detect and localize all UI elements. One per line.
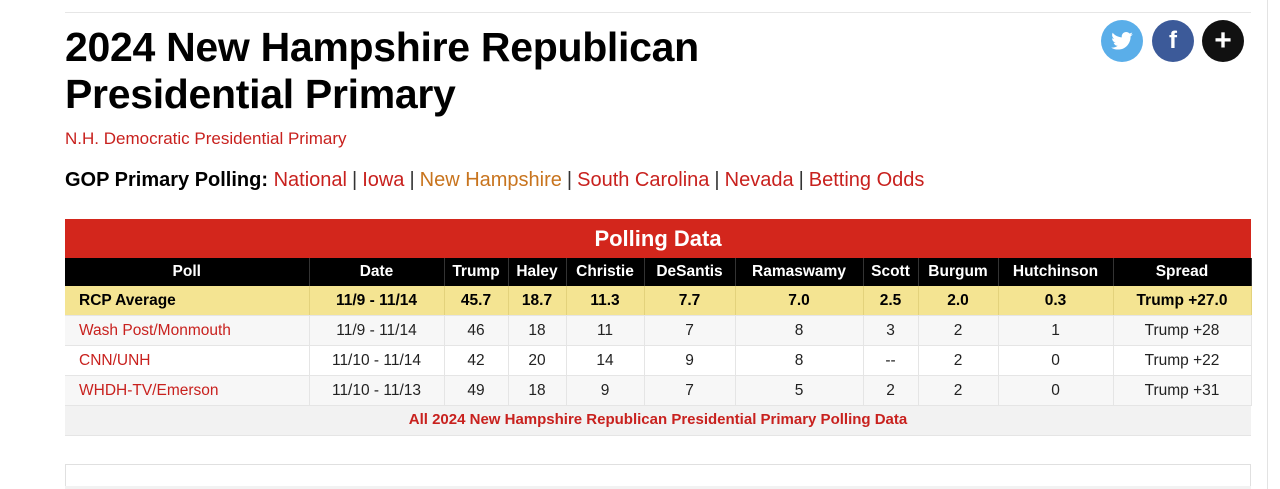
table-cell: 8 xyxy=(735,345,864,376)
table-cell-date: 11/10 - 11/13 xyxy=(309,375,445,406)
table-cell: -- xyxy=(863,345,919,376)
table-cell: 2 xyxy=(918,375,999,406)
table-cell: 7 xyxy=(644,315,736,346)
table-cell: 18 xyxy=(508,315,567,346)
nav-link-new-hampshire[interactable]: New Hampshire xyxy=(419,169,562,191)
table-row: CNN/UNH 11/10 - 11/14 42 20 14 9 8 -- 2 … xyxy=(65,345,1252,376)
nav-separator: | xyxy=(798,169,804,191)
table-cell: 46 xyxy=(444,315,509,346)
column-header-spread[interactable]: Spread xyxy=(1113,258,1252,286)
gop-primary-nav: GOP Primary Polling: National | Iowa | New H… xyxy=(65,167,924,193)
table-cell: 7 xyxy=(644,375,736,406)
table-cell: 5 xyxy=(735,375,864,406)
table-cell-spread: Trump +28 xyxy=(1113,315,1252,346)
nav-separator: | xyxy=(714,169,720,191)
table-cell: 42 xyxy=(444,345,509,376)
table-header-row: Poll Date Trump Haley Christie DeSantis … xyxy=(65,258,1252,286)
nav-link-national[interactable]: National xyxy=(273,169,347,191)
twitter-share-button[interactable] xyxy=(1101,20,1143,62)
table-cell: 0 xyxy=(998,375,1114,406)
table-cell: 7.0 xyxy=(735,286,864,316)
nav-separator: | xyxy=(566,169,573,191)
table-row: Wash Post/Monmouth 11/9 - 11/14 46 18 11… xyxy=(65,315,1252,346)
table-cell: 0.3 xyxy=(998,286,1114,316)
page-title: 2024 New Hampshire Republican Presidenti… xyxy=(65,24,699,117)
column-header-trump[interactable]: Trump xyxy=(444,258,509,286)
table-cell-date: 11/9 - 11/14 xyxy=(309,286,445,316)
nav-separator: | xyxy=(409,169,415,191)
table-cell: 2 xyxy=(863,375,919,406)
column-header-poll[interactable]: Poll xyxy=(65,258,310,286)
table-cell: 49 xyxy=(444,375,509,406)
table-cell: 1 xyxy=(998,315,1114,346)
nav-link-iowa[interactable]: Iowa xyxy=(362,169,405,191)
right-divider xyxy=(1267,0,1268,489)
column-header-hutchinson[interactable]: Hutchinson xyxy=(998,258,1114,286)
facebook-icon: f xyxy=(1169,27,1177,54)
table-cell: 9 xyxy=(644,345,736,376)
column-header-haley[interactable]: Haley xyxy=(508,258,567,286)
table-cell-date: 11/10 - 11/14 xyxy=(309,345,445,376)
polling-data-table-container: Polling Data Poll Date Trump Haley Chris… xyxy=(65,219,1252,436)
table-cell-spread: Trump +22 xyxy=(1113,345,1252,376)
all-polling-data-link[interactable]: All 2024 New Hampshire Republican Presid… xyxy=(408,411,908,428)
table-cell: 2 xyxy=(918,345,999,376)
twitter-icon xyxy=(1111,32,1133,50)
polling-data-table: Poll Date Trump Haley Christie DeSantis … xyxy=(65,258,1252,406)
plus-icon: + xyxy=(1214,24,1232,57)
table-cell-spread: Trump +31 xyxy=(1113,375,1252,406)
next-section-edge xyxy=(65,486,1251,489)
nav-separator: | xyxy=(351,169,358,191)
facebook-share-button[interactable]: f xyxy=(1152,20,1194,62)
column-header-ramaswamy[interactable]: Ramaswamy xyxy=(735,258,864,286)
poll-name-cell: CNN/UNH xyxy=(65,345,310,376)
table-cell: 0 xyxy=(998,345,1114,376)
all-polling-data-row: All 2024 New Hampshire Republican Presid… xyxy=(65,406,1251,436)
poll-link[interactable]: Wash Post/Monmouth xyxy=(79,321,231,339)
table-cell: 11.3 xyxy=(566,286,645,316)
column-header-burgum[interactable]: Burgum xyxy=(918,258,999,286)
next-section-box xyxy=(65,464,1251,489)
democratic-primary-link[interactable]: N.H. Democratic Presidential Primary xyxy=(65,129,347,148)
gop-nav-label: GOP Primary Polling: xyxy=(65,169,269,191)
table-row: WHDH-TV/Emerson 11/10 - 11/13 49 18 9 7 … xyxy=(65,375,1252,406)
nav-link-south-carolina[interactable]: South Carolina xyxy=(577,169,710,191)
table-cell: 18.7 xyxy=(508,286,567,316)
table-cell: 20 xyxy=(508,345,567,376)
nav-link-nevada[interactable]: Nevada xyxy=(724,169,794,191)
poll-link[interactable]: CNN/UNH xyxy=(79,351,151,369)
column-header-scott[interactable]: Scott xyxy=(863,258,919,286)
more-share-button[interactable]: + xyxy=(1202,20,1244,62)
table-cell: 2 xyxy=(918,315,999,346)
column-header-desantis[interactable]: DeSantis xyxy=(644,258,736,286)
nav-link-betting-odds[interactable]: Betting Odds xyxy=(808,169,925,191)
poll-link[interactable]: WHDH-TV/Emerson xyxy=(79,381,219,399)
table-cell: 3 xyxy=(863,315,919,346)
table-cell: 9 xyxy=(566,375,645,406)
table-cell: 18 xyxy=(508,375,567,406)
table-cell: 45.7 xyxy=(444,286,509,316)
poll-name-cell: Wash Post/Monmouth xyxy=(65,315,310,346)
table-cell: 7.7 xyxy=(644,286,736,316)
column-header-date[interactable]: Date xyxy=(309,258,445,286)
table-cell: 8 xyxy=(735,315,864,346)
table-cell: 14 xyxy=(566,345,645,376)
table-cell-date: 11/9 - 11/14 xyxy=(309,315,445,346)
table-cell: 2.5 xyxy=(863,286,919,316)
table-cell-spread: Trump +27.0 xyxy=(1113,286,1252,316)
table-cell: 11 xyxy=(566,315,645,346)
rcp-average-label: RCP Average xyxy=(65,286,310,316)
table-cell: 2.0 xyxy=(918,286,999,316)
poll-name-cell: WHDH-TV/Emerson xyxy=(65,375,310,406)
column-header-christie[interactable]: Christie xyxy=(566,258,645,286)
polling-data-header: Polling Data xyxy=(65,219,1251,258)
rcp-average-row: RCP Average 11/9 - 11/14 45.7 18.7 11.3 … xyxy=(65,286,1252,316)
top-divider xyxy=(65,12,1251,13)
